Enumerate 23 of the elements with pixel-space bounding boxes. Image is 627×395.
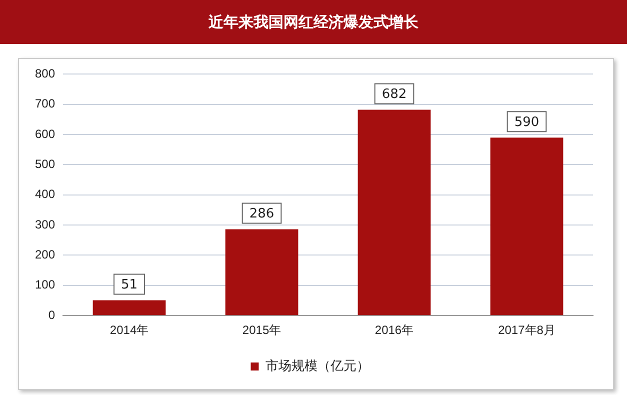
data-label: 51 xyxy=(120,278,138,293)
x-tick-label: 2015年 xyxy=(242,323,282,338)
bar xyxy=(358,110,431,316)
x-tick-label: 2014年 xyxy=(110,323,149,338)
x-tick-label: 2017年8月 xyxy=(498,323,556,338)
data-label: 682 xyxy=(382,87,407,102)
y-tick-label: 0 xyxy=(48,308,56,322)
y-tick-label: 300 xyxy=(34,217,56,232)
y-tick-label: 400 xyxy=(34,187,56,202)
chart-title: 近年来我国网红经济爆发式增长 xyxy=(0,0,627,44)
y-tick-label: 800 xyxy=(34,66,56,81)
y-tick-label: 200 xyxy=(34,248,56,262)
bar xyxy=(490,138,564,316)
y-tick-label: 700 xyxy=(34,96,56,111)
bar xyxy=(225,229,298,316)
y-tick-label: 500 xyxy=(34,157,56,172)
bar xyxy=(92,300,166,316)
x-tick-label: 2016年 xyxy=(374,323,414,338)
y-tick-label: 100 xyxy=(34,278,56,292)
data-label: 286 xyxy=(249,206,274,222)
y-tick-label: 600 xyxy=(34,126,56,141)
data-label: 590 xyxy=(514,114,540,130)
legend-label: 市场规模（亿元） xyxy=(265,358,370,374)
